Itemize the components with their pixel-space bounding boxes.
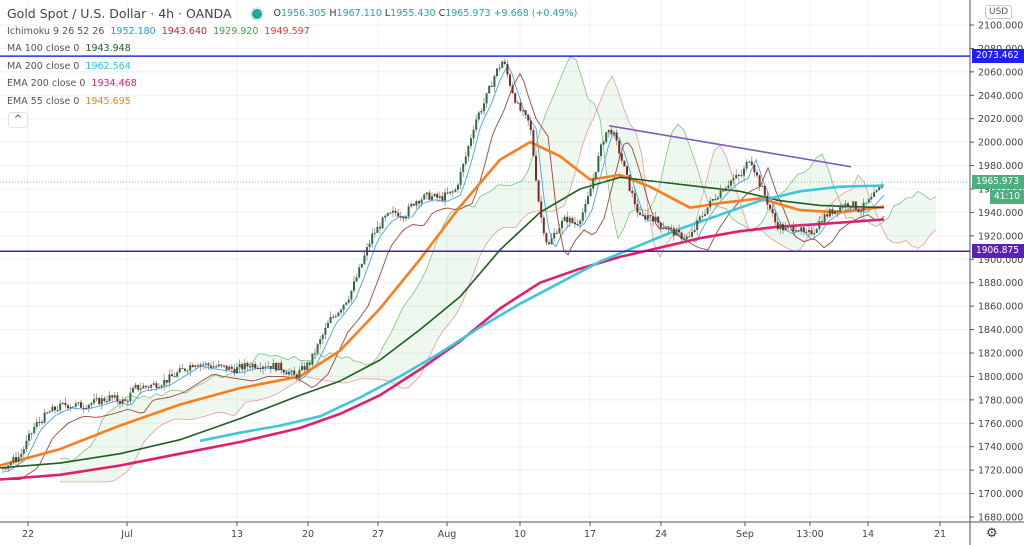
- high-value: 1967.110: [336, 8, 382, 19]
- time-tick-label: 21: [934, 529, 946, 540]
- time-tick-label: 27: [372, 529, 384, 540]
- indicator-label: EMA 200 close 0: [7, 78, 86, 90]
- indicator-value: 1943.640: [161, 25, 208, 37]
- indicator-row[interactable]: MA 100 close 0 1943.948: [7, 40, 577, 58]
- indicator-value: 1949.597: [264, 25, 310, 37]
- time-tick-label: 20: [302, 529, 314, 540]
- time-tick-label: Sep: [736, 529, 754, 540]
- symbol-title[interactable]: Gold Spot / U.S. Dollar · 4h · OANDA: [7, 6, 232, 21]
- price-tick-label: 1980.000: [978, 161, 1023, 172]
- price-tick-label: 1900.000: [978, 255, 1023, 266]
- time-tick-label: Jul: [120, 529, 132, 540]
- price-tick-label: 1700.000: [978, 489, 1023, 500]
- price-tick-label: 1720.000: [978, 466, 1023, 477]
- time-tick-label: 10: [514, 529, 526, 540]
- collapse-legend-button[interactable]: ^: [8, 112, 28, 128]
- price-tick-label: 1860.000: [978, 302, 1023, 313]
- open-value: 1956.305: [281, 8, 327, 19]
- time-tick-label: 22: [22, 529, 34, 540]
- price-tick-label: 1800.000: [978, 372, 1023, 383]
- countdown-tag: 41:10: [990, 190, 1024, 204]
- ichimoku-cloud: [59, 56, 937, 483]
- ema-200-line: [0, 218, 885, 481]
- time-tick-label: 17: [584, 529, 596, 540]
- indicator-label: MA 200 close 0: [7, 60, 80, 72]
- close-value: 1965.973: [445, 8, 491, 19]
- indicator-value: 1934.468: [91, 78, 137, 90]
- price-tick-label: 2000.000: [978, 138, 1023, 149]
- price-tick-label: 2060.000: [978, 67, 1023, 78]
- time-tick-label: 13: [231, 529, 243, 540]
- indicator-value: 1929.920: [213, 25, 259, 37]
- price-tick-label: 1780.000: [978, 395, 1023, 406]
- tenkan-line: [4, 64, 885, 472]
- price-tick-label: 1940.000: [978, 208, 1023, 219]
- ema-55-line: [0, 140, 885, 467]
- last-price-tag: 1965.973: [972, 175, 1024, 189]
- indicator-row[interactable]: Ichimoku 9 26 52 26 1952.180 1943.640 1929.…: [7, 23, 577, 41]
- chart-legend: Gold Spot / U.S. Dollar · 4h · OANDA O19…: [7, 5, 577, 111]
- market-status-icon: [251, 8, 262, 19]
- price-tick-label: 2100.000: [978, 21, 1023, 32]
- currency-badge[interactable]: USD: [985, 5, 1013, 19]
- gear-icon[interactable]: ⚙: [986, 526, 998, 541]
- kijun-line: [4, 72, 885, 480]
- indicator-label: Ichimoku 9 26 52 26: [7, 25, 105, 37]
- price-tick-label: 1880.000: [978, 278, 1023, 289]
- support-price-tag: 1906.875: [972, 244, 1024, 259]
- price-tick-label: 1920.000: [978, 231, 1023, 242]
- price-tick-label: 1840.000: [978, 325, 1023, 336]
- indicator-row[interactable]: EMA 200 close 0 1934.468: [7, 75, 577, 93]
- low-value: 1955.430: [390, 8, 436, 19]
- indicator-label: EMA 55 close 0: [7, 95, 80, 107]
- indicator-value: 1945.695: [85, 95, 131, 107]
- ma-100-line: [0, 176, 885, 469]
- time-tick-label: Aug: [438, 529, 457, 540]
- indicator-value: 1952.180: [110, 25, 156, 37]
- time-tick-label: 13:00: [796, 529, 823, 540]
- price-tick-label: 1760.000: [978, 419, 1023, 430]
- indicator-value: 1943.948: [85, 43, 131, 55]
- indicator-row[interactable]: EMA 55 close 0 1945.695: [7, 93, 577, 111]
- price-tick-label: 1680.000: [978, 513, 1023, 524]
- resistance-price-tag: 2073.462: [972, 49, 1024, 64]
- price-tick-label: 2040.000: [978, 91, 1023, 102]
- candlesticks: [2, 58, 883, 474]
- price-tick-label: 1820.000: [978, 349, 1023, 360]
- price-tick-label: 1740.000: [978, 442, 1023, 453]
- price-tick-label: 2020.000: [978, 114, 1023, 125]
- time-tick-label: 24: [655, 529, 667, 540]
- ohlc-values: O1956.305 H1967.110 L1955.430 C1965.973 …: [273, 8, 578, 19]
- indicator-row[interactable]: MA 200 close 0 1962.564: [7, 58, 577, 76]
- indicator-value: 1962.564: [85, 60, 131, 72]
- indicator-label: MA 100 close 0: [7, 43, 80, 55]
- time-tick-label: 14: [862, 529, 874, 540]
- symbol-row: Gold Spot / U.S. Dollar · 4h · OANDA O19…: [7, 5, 577, 23]
- descending-trendline[interactable]: [608, 124, 852, 168]
- change-value: +9.668 (+0.49%): [493, 8, 578, 19]
